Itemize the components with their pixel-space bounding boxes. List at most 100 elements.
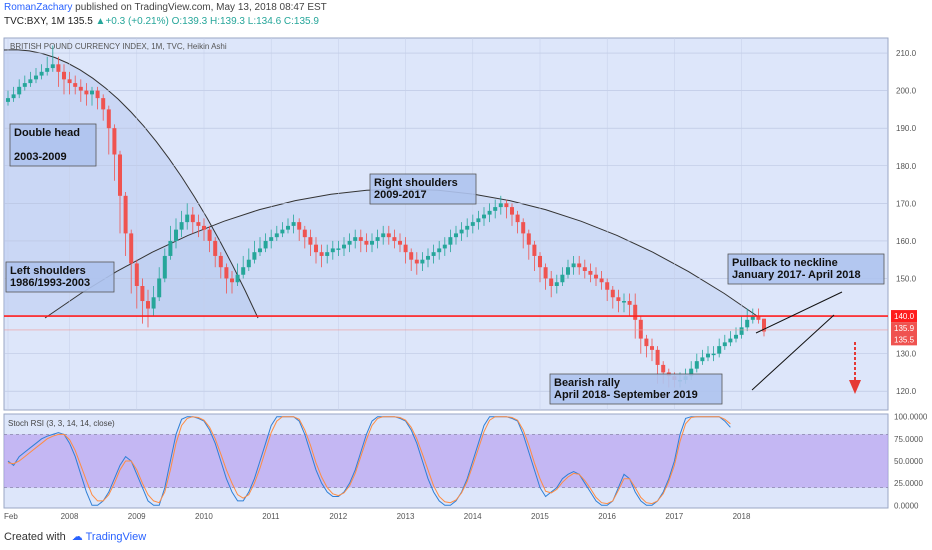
candle-body (644, 338, 649, 347)
annotation-text: Bearish rally (554, 377, 621, 389)
candle-body (594, 274, 598, 279)
annotation-box (369, 173, 477, 205)
candle-body (756, 316, 761, 320)
candle-body (370, 240, 374, 245)
candle-body (62, 71, 66, 80)
candle-body (549, 278, 554, 286)
candle-body (465, 225, 470, 230)
symbol-label: TVC:BXY, 1M (4, 16, 65, 27)
time-tick-label: 2018 (733, 512, 751, 521)
annotation-text: 2009-2017 (374, 189, 427, 201)
candle-body (106, 109, 111, 129)
rsi-band (4, 434, 888, 488)
candle-body (246, 259, 251, 268)
price-tick-label: 170.0 (896, 199, 917, 208)
time-tick-label: 2014 (464, 512, 482, 521)
candle-body (95, 90, 100, 99)
candle-body (347, 240, 352, 245)
candle-body (168, 240, 173, 256)
candle-body (487, 210, 492, 215)
candle-body (56, 64, 61, 72)
down-arrow-head-icon (849, 380, 861, 394)
candle-body (342, 244, 346, 249)
candle-body (582, 267, 587, 271)
candle-body (711, 353, 716, 356)
candle-body (616, 297, 621, 302)
author-link[interactable]: RomanZachary (4, 2, 73, 13)
candle-body (538, 255, 542, 268)
candle-body (414, 259, 419, 264)
rsi-line-d (7, 416, 731, 505)
candle-body (442, 244, 447, 249)
candle-body (67, 79, 72, 84)
time-tick-label: 2016 (598, 512, 616, 521)
candle-body (689, 368, 694, 377)
footer: Created with ☁ TradingView (4, 530, 146, 543)
candle-body (762, 318, 766, 332)
candle-body (325, 252, 330, 256)
candle-body (493, 207, 498, 211)
channel-lower (751, 314, 835, 391)
candle-body (263, 240, 268, 249)
candle-body (207, 229, 212, 241)
chart-canvas[interactable]: 210.0 200.0 190.0 180.0 170.0 160.0 150.0 140.0… (0, 30, 932, 530)
candle-body (420, 259, 425, 264)
candle-body (476, 218, 481, 223)
candle-body (286, 225, 290, 230)
candle-body (638, 319, 643, 339)
price-tick-label: 130.0 (896, 350, 917, 359)
chart-title: BRITISH POUND CURRENCY INDEX, 1M, TVC, H… (10, 42, 227, 51)
published-text: published on TradingView.com, May 13, 20… (75, 2, 327, 13)
candle-body (627, 301, 632, 305)
time-tick-label: 2012 (329, 512, 347, 521)
candle-body (498, 203, 503, 208)
candle-body (11, 94, 16, 99)
candle-body (123, 195, 128, 234)
candle-body (235, 274, 240, 283)
candle-body (196, 222, 201, 226)
annotation-text: Right shoulders (374, 177, 458, 189)
candle-body (314, 244, 318, 253)
candle-body (213, 240, 218, 256)
candle-body (448, 237, 453, 245)
candle-body (722, 342, 727, 347)
rsi-tick-label: 100.0000 (894, 413, 928, 422)
candle-body (45, 68, 50, 72)
price-tick-label: 150.0 (896, 274, 917, 283)
candle-body (543, 267, 548, 279)
symbol-info: TVC:BXY, 1M 135.5 ▲+0.3 (+0.21%) O:139.3… (4, 16, 319, 27)
candle-body (694, 361, 699, 369)
candle-body (151, 297, 156, 309)
candle-body (661, 364, 666, 373)
annotation-box (727, 253, 885, 285)
candle-body (297, 222, 302, 230)
time-tick-label: 2010 (195, 512, 213, 521)
price-label-box (891, 322, 917, 335)
created-with-label: Created with (4, 531, 66, 543)
candle-body (146, 301, 150, 309)
candle-body (588, 270, 593, 275)
candle-body (577, 263, 582, 268)
tradingview-logo-link[interactable]: ☁ TradingView (72, 531, 146, 543)
candle-body (241, 267, 246, 275)
candle-body (521, 222, 526, 234)
candle-body (409, 252, 414, 260)
candle-body (230, 278, 234, 283)
rsi-tick-label: 75.0000 (894, 435, 923, 444)
candle-body (515, 214, 520, 223)
candle-body (218, 255, 223, 268)
candle-body (622, 301, 626, 303)
candle-body (50, 64, 55, 69)
candle-body (202, 225, 206, 230)
candle-body (431, 252, 436, 256)
price-label-box (891, 333, 917, 346)
annotation-box (5, 261, 115, 293)
candle-body (633, 304, 638, 320)
candle-body (252, 252, 257, 260)
candle-body (140, 286, 145, 302)
annotation-text: 1986/1993-2003 (10, 277, 90, 289)
time-tick-label: 2009 (128, 512, 146, 521)
time-tick-label: 2013 (397, 512, 415, 521)
head-arc (3, 49, 259, 319)
shoulders-shade (45, 189, 760, 318)
